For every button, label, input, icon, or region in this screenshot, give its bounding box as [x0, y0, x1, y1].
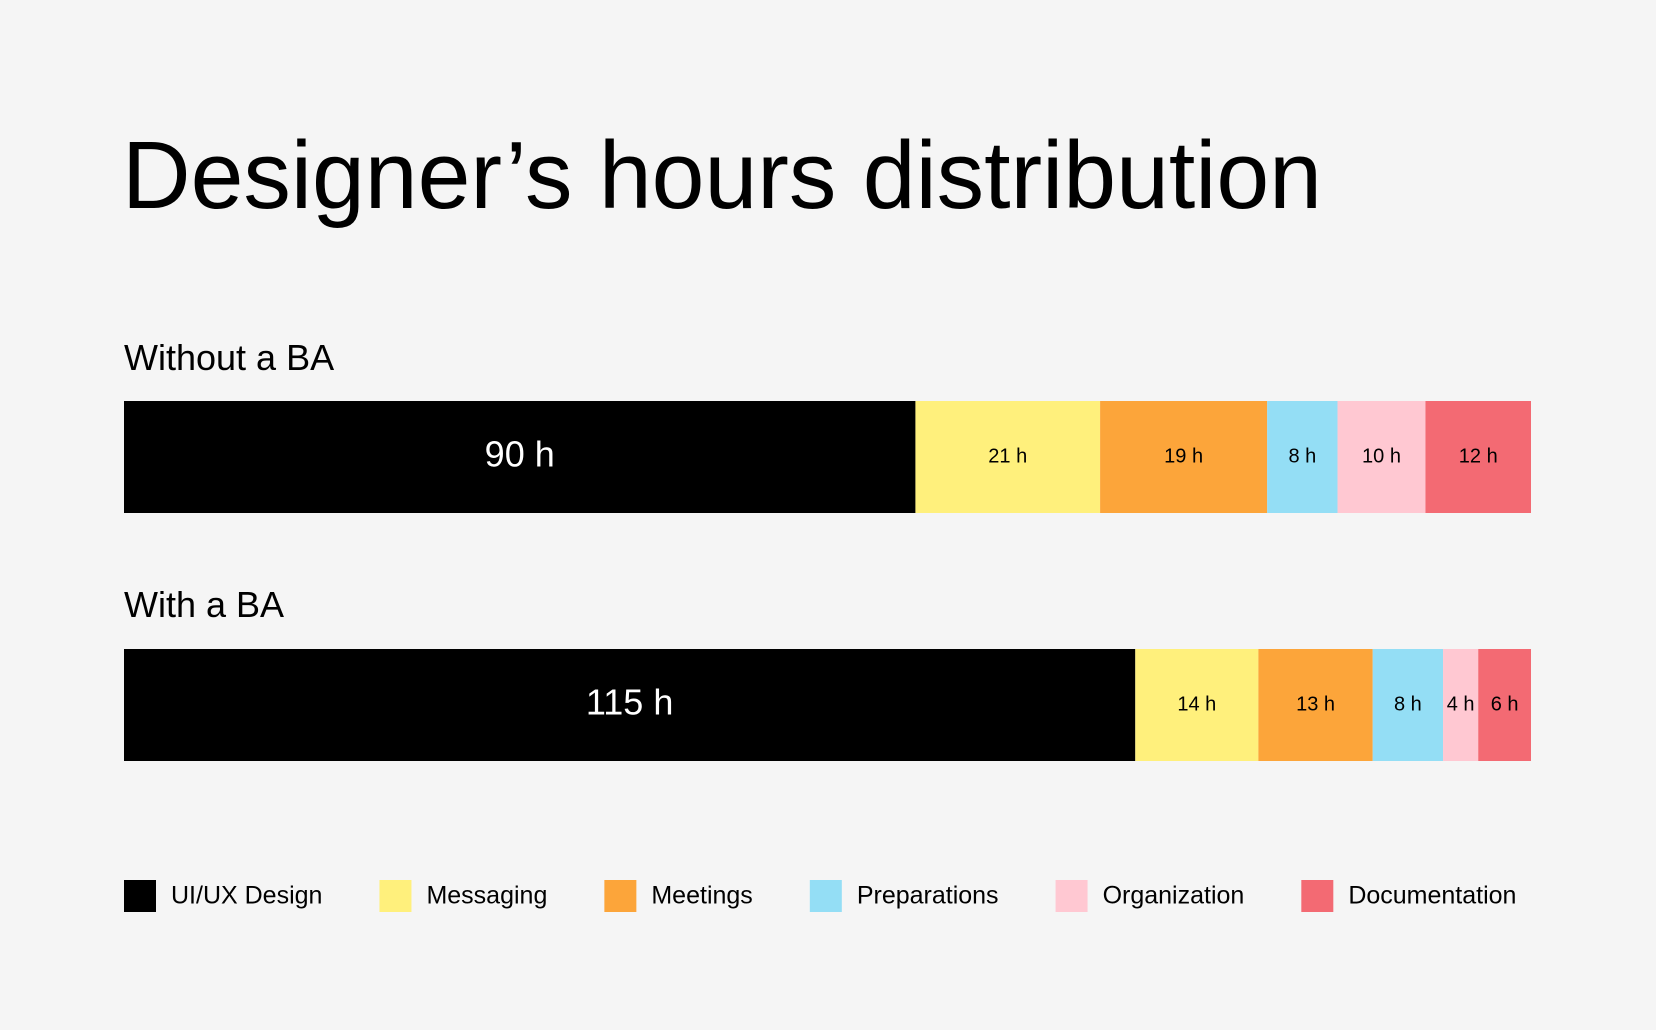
value-label: 13 h — [1296, 693, 1335, 715]
value-label: 8 h — [1288, 445, 1316, 467]
bar-segment — [124, 649, 1136, 761]
legend-swatch — [809, 880, 842, 912]
value-label: 6 h — [1491, 693, 1519, 715]
bar-segment — [1372, 649, 1444, 761]
chart-title: Designer’s hours distribution — [122, 122, 1322, 229]
legend-label: Documentation — [1348, 882, 1516, 910]
value-label: 115 h — [586, 682, 673, 723]
value-label: 4 h — [1447, 693, 1475, 715]
legend-label: Meetings — [651, 882, 752, 910]
legend-label: UI/UX Design — [171, 882, 322, 910]
bar-segment — [1443, 649, 1479, 761]
bar-segment — [1267, 401, 1338, 513]
legend-swatch — [1055, 880, 1088, 912]
bar-segment — [1425, 401, 1531, 513]
row-label: With a BA — [124, 584, 284, 625]
bar-segment — [915, 401, 1101, 513]
legend-swatch — [379, 880, 412, 912]
bar-segment — [1258, 649, 1373, 761]
legend-swatch — [1301, 880, 1334, 912]
bar-segment — [1337, 401, 1426, 513]
legend-label: Organization — [1103, 882, 1245, 910]
bar-segment — [1100, 401, 1268, 513]
bar-segment — [124, 401, 916, 513]
legend-label: Messaging — [426, 882, 547, 910]
row-label: Without a BA — [124, 337, 334, 378]
legend-swatch — [604, 880, 637, 912]
bar-segment — [1135, 649, 1259, 761]
value-label: 12 h — [1459, 445, 1498, 467]
value-label: 21 h — [988, 445, 1027, 467]
value-label: 90 h — [485, 434, 555, 475]
bar-segment — [1478, 649, 1531, 761]
value-label: 8 h — [1394, 693, 1422, 715]
legend-label: Preparations — [857, 882, 999, 910]
legend-swatch — [124, 880, 156, 912]
value-label: 10 h — [1362, 445, 1401, 467]
value-label: 19 h — [1164, 445, 1203, 467]
value-label: 14 h — [1177, 693, 1216, 715]
